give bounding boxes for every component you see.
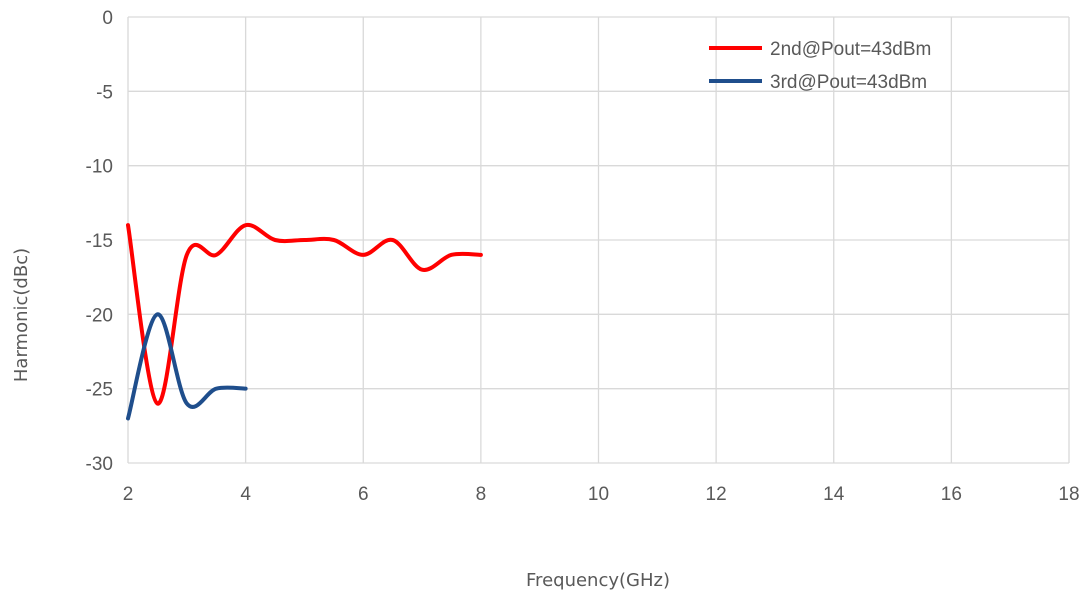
y-tick-label: -30 xyxy=(86,454,113,475)
x-axis-title: Frequency(GHz) xyxy=(526,570,670,591)
legend-label: 3rd@Pout=43dBm xyxy=(770,72,927,93)
legend: 2nd@Pout=43dBm 3rd@Pout=43dBm xyxy=(709,39,931,93)
y-tick-label: 0 xyxy=(102,8,113,29)
y-tick-label: -20 xyxy=(86,305,113,326)
x-tick-label: 4 xyxy=(240,484,251,505)
series-line-1 xyxy=(126,222,483,406)
y-tick-labels: 0 -5 -10 -15 -20 -25 -30 xyxy=(86,8,113,475)
x-tick-label: 12 xyxy=(706,484,727,505)
x-tick-label: 14 xyxy=(823,484,845,505)
y-tick-label: -10 xyxy=(86,157,113,178)
x-tick-label: 6 xyxy=(358,484,369,505)
x-tick-label: 16 xyxy=(941,484,962,505)
x-tick-label: 10 xyxy=(588,484,609,505)
x-tick-label: 2 xyxy=(123,484,134,505)
series-line-2 xyxy=(126,312,248,421)
x-tick-label: 8 xyxy=(476,484,487,505)
y-tick-label: -5 xyxy=(96,82,113,103)
legend-label: 2nd@Pout=43dBm xyxy=(770,39,931,60)
y-axis-title: Harmonic(dBc) xyxy=(11,248,32,382)
x-tick-label: 18 xyxy=(1058,484,1079,505)
y-tick-label: -15 xyxy=(86,231,113,252)
series-lines xyxy=(126,222,483,421)
y-tick-label: -25 xyxy=(86,380,113,401)
grid-lines xyxy=(127,16,1070,464)
x-tick-labels: 2 4 6 8 10 12 14 16 18 xyxy=(123,484,1080,505)
